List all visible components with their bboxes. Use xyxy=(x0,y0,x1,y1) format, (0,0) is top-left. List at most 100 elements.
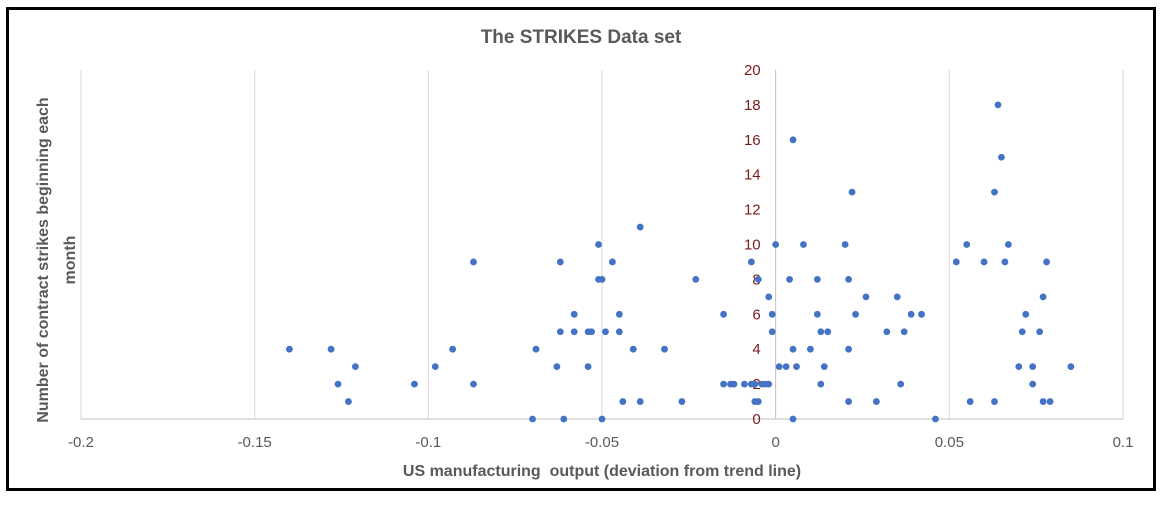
data-point xyxy=(595,241,602,248)
data-point xyxy=(966,398,974,405)
data-point xyxy=(1015,363,1023,371)
x-tick-label: -0.05 xyxy=(585,434,619,451)
data-point xyxy=(789,345,797,353)
data-point xyxy=(952,258,960,266)
y-tick-label: 0 xyxy=(752,411,760,428)
data-point xyxy=(584,363,592,371)
x-tick-label: 0.1 xyxy=(1113,434,1134,451)
data-point xyxy=(813,310,821,318)
data-point xyxy=(852,310,859,318)
y-tick-labels: 02468101214161820 xyxy=(744,62,761,428)
chart-title: The STRIKES Data set xyxy=(481,27,682,48)
data-point xyxy=(998,153,1005,161)
data-point xyxy=(845,345,853,353)
data-point xyxy=(720,380,727,388)
x-tick-label: 0.05 xyxy=(935,434,964,451)
data-point xyxy=(598,415,606,423)
data-point xyxy=(1001,258,1009,266)
data-point xyxy=(636,223,644,231)
data-point xyxy=(932,415,939,423)
data-point xyxy=(994,101,1002,109)
data-point xyxy=(991,188,998,196)
data-point xyxy=(1004,241,1012,248)
data-point xyxy=(754,276,762,283)
data-point xyxy=(411,380,418,388)
data-point xyxy=(615,310,623,318)
data-point xyxy=(800,241,807,248)
x-tick-label: -0.1 xyxy=(415,434,441,451)
x-tick-labels: -0.2 -0.15 -0.1 -0.05 0 0.05 0.1 xyxy=(68,434,1133,451)
y-tick-label: 16 xyxy=(744,132,761,149)
data-point xyxy=(848,188,856,196)
data-point xyxy=(602,328,609,336)
data-point xyxy=(747,258,755,266)
data-point xyxy=(883,328,891,336)
data-point xyxy=(907,310,915,318)
data-point xyxy=(772,241,780,248)
data-point xyxy=(817,380,825,388)
data-point xyxy=(897,380,905,388)
data-point xyxy=(786,276,793,283)
data-point xyxy=(1039,398,1047,405)
data-point xyxy=(556,258,564,266)
data-point xyxy=(1036,328,1044,336)
x-tick-label: 0 xyxy=(771,434,779,451)
data-point xyxy=(334,380,342,388)
data-point xyxy=(963,241,971,248)
data-point xyxy=(789,415,797,423)
y-tick-label: 20 xyxy=(744,62,761,79)
data-point xyxy=(754,398,762,405)
data-point xyxy=(813,276,821,283)
data-point xyxy=(765,293,773,301)
data-point xyxy=(918,310,925,318)
data-point xyxy=(470,258,477,266)
data-point xyxy=(1067,363,1075,371)
y-tick-label: 6 xyxy=(752,306,760,323)
y-axis-label-line1: Number of contract strikes beginning eac… xyxy=(35,97,52,422)
gridlines xyxy=(80,70,1124,419)
data-point xyxy=(570,328,578,336)
data-point xyxy=(470,380,477,388)
x-tick-label: -0.2 xyxy=(68,434,94,451)
data-point xyxy=(529,415,536,423)
x-axis-label: US manufacturing output (deviation from … xyxy=(403,463,801,480)
y-axis-label-line2: month xyxy=(62,236,79,285)
data-point xyxy=(556,328,564,336)
data-point xyxy=(661,345,668,353)
data-point xyxy=(570,310,578,318)
data-point xyxy=(1046,398,1054,405)
data-point xyxy=(765,380,773,388)
data-point xyxy=(751,380,759,388)
data-point xyxy=(1029,363,1037,371)
y-tick-label: 12 xyxy=(744,202,761,219)
y-tick-label: 10 xyxy=(744,237,761,254)
data-point xyxy=(730,380,738,388)
data-points xyxy=(286,101,1075,423)
data-point xyxy=(286,345,293,353)
data-point xyxy=(588,328,595,336)
data-point xyxy=(553,363,561,371)
data-point xyxy=(820,363,828,371)
data-point xyxy=(817,328,825,336)
data-point xyxy=(741,380,748,388)
data-point xyxy=(824,328,832,336)
data-point xyxy=(720,310,727,318)
data-point xyxy=(345,398,352,405)
data-point xyxy=(793,363,800,371)
data-point xyxy=(532,345,540,353)
data-point xyxy=(845,398,853,405)
data-point xyxy=(1039,293,1047,301)
data-point xyxy=(615,328,623,336)
data-point xyxy=(980,258,988,266)
data-point xyxy=(845,276,853,283)
data-point xyxy=(991,398,998,405)
data-point xyxy=(1018,328,1026,336)
chart-frame xyxy=(6,7,1156,491)
data-point xyxy=(619,398,627,405)
data-point xyxy=(893,293,901,301)
data-point xyxy=(636,398,644,405)
data-point xyxy=(862,293,870,301)
data-point xyxy=(560,415,568,423)
data-point xyxy=(807,345,814,353)
data-point xyxy=(900,328,908,336)
